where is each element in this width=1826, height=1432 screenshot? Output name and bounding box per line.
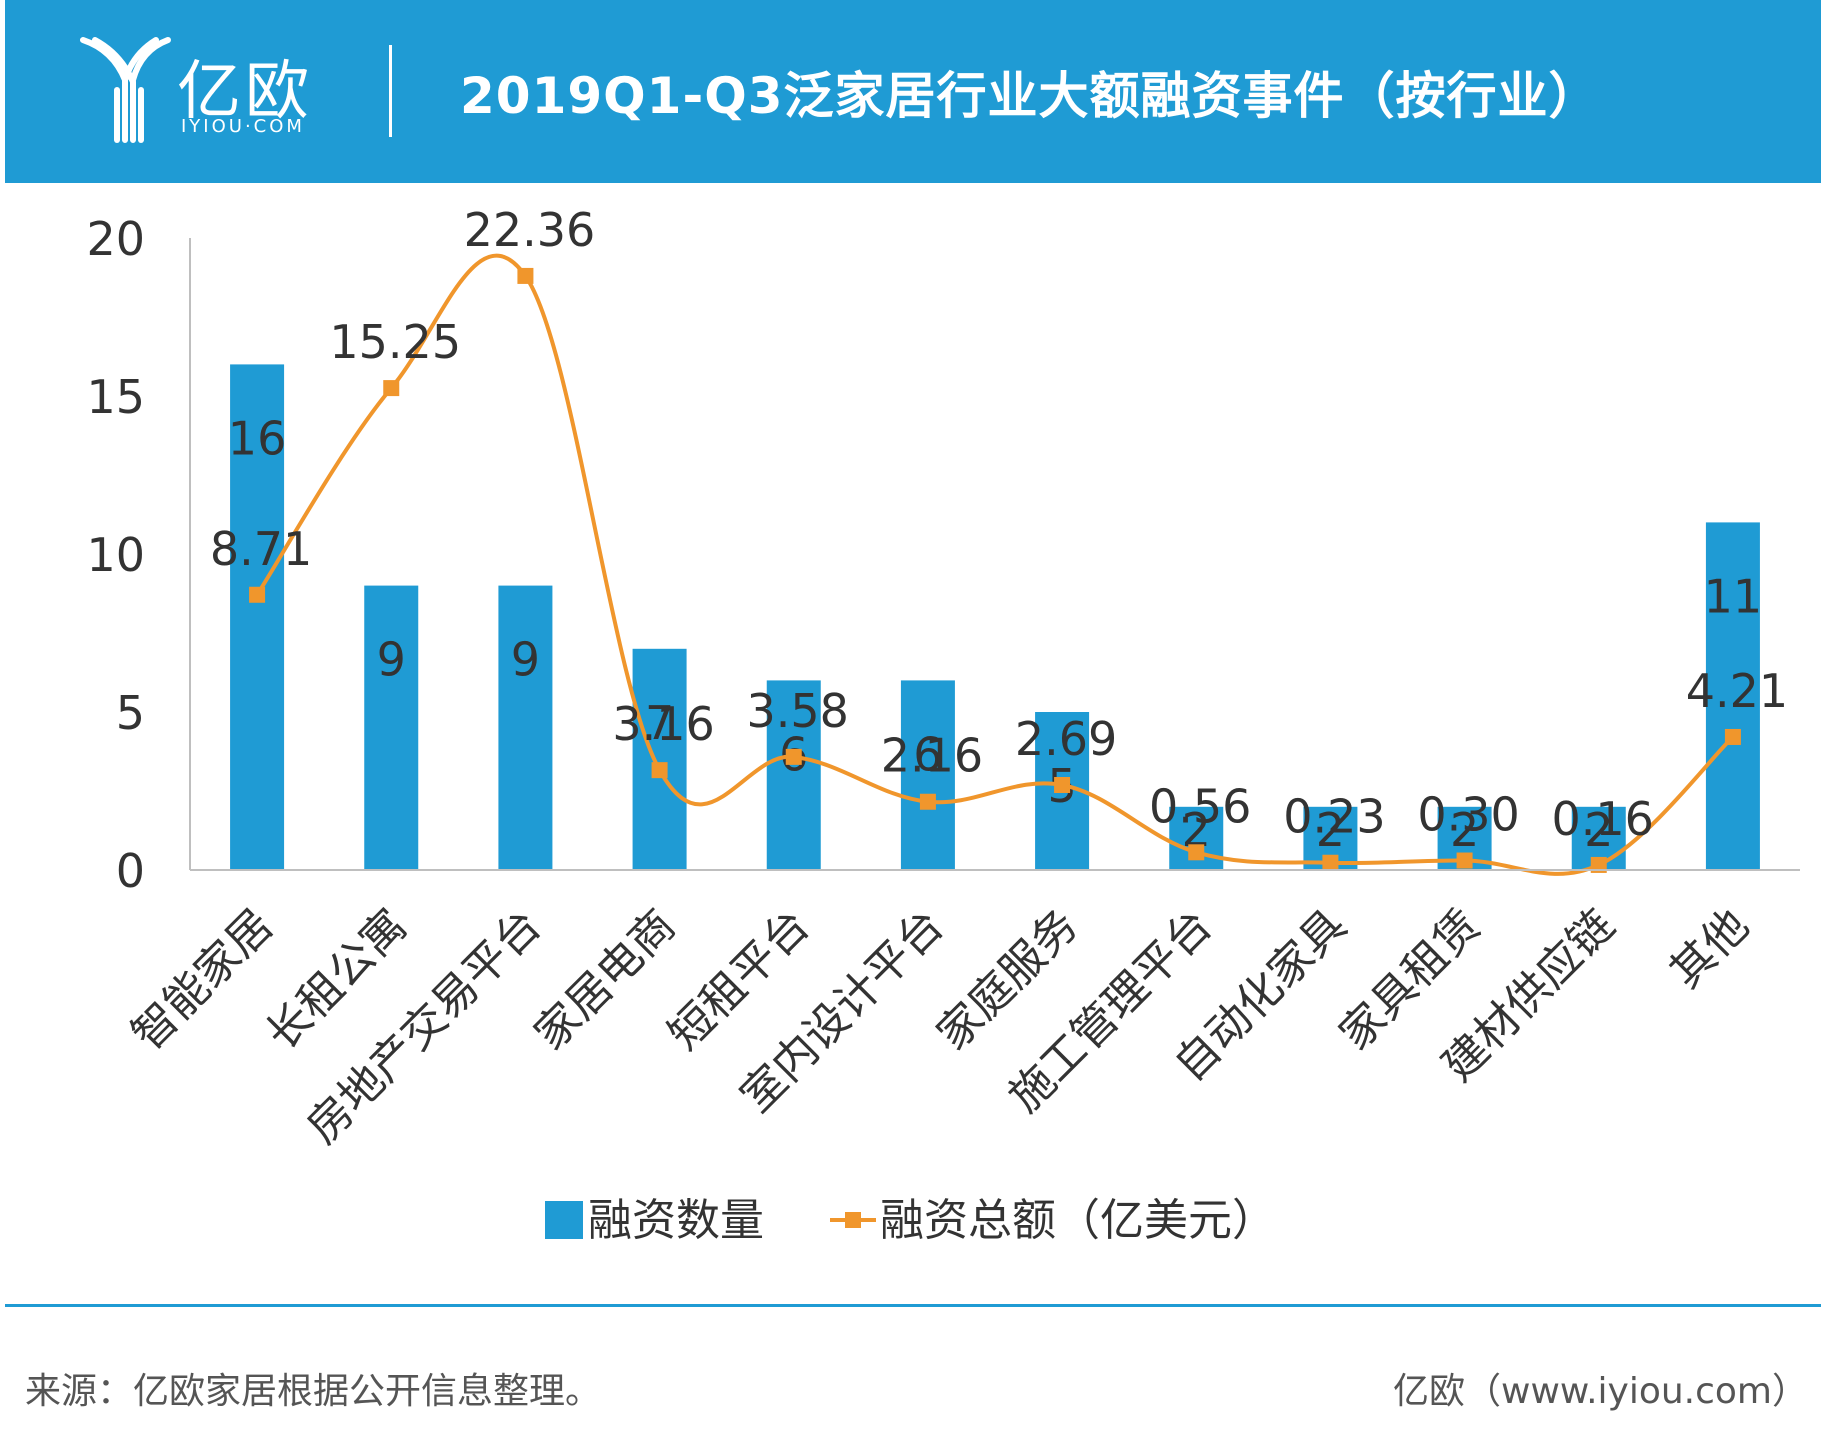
line-data-label: 0.30 [1417,788,1519,842]
bar [766,680,821,870]
line-data-label: 3.58 [747,684,849,738]
line-marker [1322,854,1339,871]
legend-swatch-marker [845,1212,861,1228]
legend-swatch-bar [545,1201,583,1239]
source-note: 来源：亿欧家居根据公开信息整理。 [25,1371,602,1412]
line-data-label: 0.56 [1149,779,1251,833]
x-axis: 智能家居长租公寓房地产交易平台家居电商短租平台室内设计平台家庭服务施工管理平台自… [122,869,1800,1154]
x-tick-label: 其他 [1660,900,1758,998]
line-marker [1456,852,1473,869]
logo-subtext: IYIOU·COM [181,116,305,137]
line-marker [1590,856,1607,873]
bar-data-label: 9 [377,633,406,687]
line-data-label: 2.69 [1015,712,1117,766]
bar [230,364,285,870]
legend-label-line: 融资总额（亿美元） [880,1195,1276,1246]
line-data-label: 0.16 [1552,792,1654,846]
bar-data-label: 2 [1584,803,1613,857]
bar-data-label: 7 [645,696,674,750]
y-tick-label: 5 [116,686,145,740]
line-marker [785,748,802,765]
bar-data-label: 6 [913,727,942,781]
y-axis: 0 5 10 15 20 [86,212,191,898]
bar [498,585,553,870]
bar-series: 16997665222211 [228,364,1762,870]
y-tick-label: 15 [86,370,145,424]
bar-data-label: 11 [1704,569,1763,623]
footer-divider [5,1304,1821,1307]
line-marker [651,762,668,779]
bar [900,680,955,870]
line-marker [1054,776,1071,793]
site-credit: 亿欧（www.iyiou.com） [1393,1371,1808,1412]
line-marker [919,793,936,810]
line-data-label: 4.21 [1686,664,1788,718]
line-data-label: 8.71 [210,522,312,576]
x-tick-label: 房地产交易平台 [297,900,551,1154]
line-path [255,253,1735,876]
bar [1705,522,1760,870]
x-tick-label: 智能家居 [122,900,283,1061]
bar-data-label: 9 [511,633,540,687]
line-data-label: 15.25 [329,315,461,369]
bar-data-label: 2 [1450,803,1479,857]
y-tick-label: 10 [86,528,145,582]
line-data-label: 3.16 [612,697,714,751]
line-data-label: 2.16 [881,729,983,783]
legend-label-bar: 融资数量 [588,1195,764,1246]
line-marker [1188,844,1205,861]
bar [632,648,687,870]
chart-title: 2019Q1-Q3泛家居行业大额融资事件（按行业） [460,67,1600,125]
header-banner: 亿欧 IYIOU·COM 2019Q1-Q3泛家居行业大额融资事件（按行业） [5,0,1821,183]
line-marker [517,267,534,284]
bar-data-label: 16 [228,411,287,465]
line-marker [383,380,400,397]
legend: 融资数量 融资总额（亿美元） [545,1195,1276,1246]
y-tick-label: 0 [116,844,145,898]
line-marker [249,586,266,603]
x-tick-label: 家居电商 [525,900,686,1061]
line-marker [1724,728,1741,745]
line-data-label: 22.36 [464,203,596,257]
logo-text: 亿欧 [177,55,313,129]
line-series: 8.71 15.25 22.36 3.16 3.58 2.16 2.69 0.56 0.23 0.… [210,203,1788,876]
y-tick-label: 20 [86,212,145,266]
bar-data-label: 2 [1316,803,1345,857]
line-data-label: 0.23 [1283,790,1385,844]
iyiou-logo-icon [80,37,171,143]
header-divider [389,45,392,137]
bar [364,585,419,870]
